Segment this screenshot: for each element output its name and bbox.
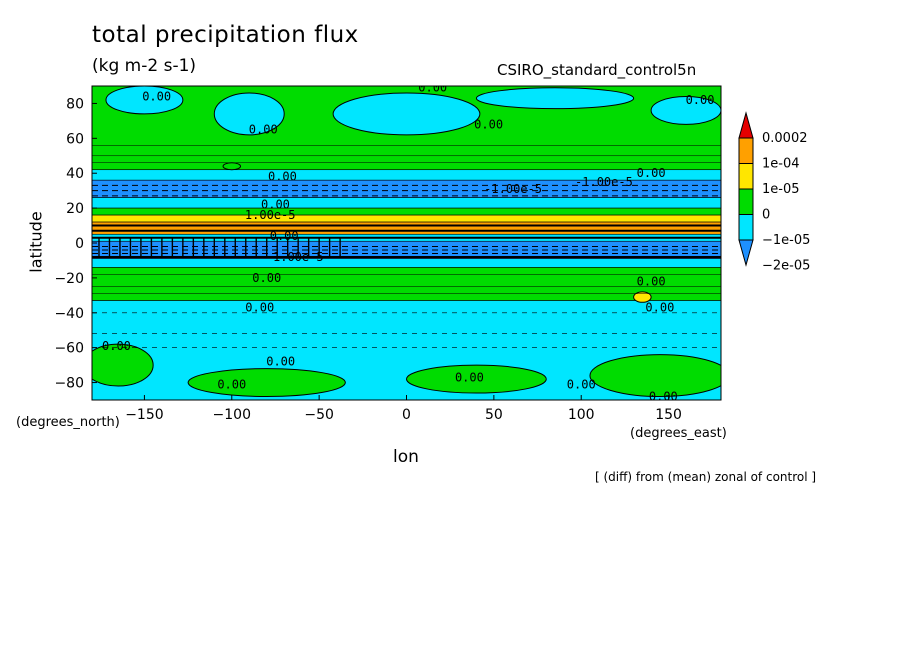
colorbar-label: −2e-05 — [762, 259, 810, 274]
y-tick-label: 60 — [66, 131, 84, 147]
contour-label: -1.00e-5 — [266, 250, 324, 264]
colorbar-label: 1e-04 — [762, 157, 800, 172]
contour-patch — [332, 92, 481, 136]
colorbar-swatch — [738, 137, 754, 164]
contour-label: 0.00 — [567, 377, 596, 391]
contour-patch — [406, 364, 547, 394]
contour-label: 0.00 — [217, 377, 246, 391]
x-tick-label: −150 — [125, 407, 163, 423]
contour-label: 0.00 — [266, 355, 295, 369]
contour-patch — [187, 368, 346, 398]
colorbar-label: 1e-05 — [762, 182, 800, 197]
zonal-band — [91, 197, 722, 209]
contour-label: -1.00e-5 — [575, 175, 633, 189]
contour-label: 0.00 — [245, 301, 274, 315]
colorbar-swatch — [738, 214, 754, 241]
x-tick-label: 100 — [568, 407, 595, 423]
y-tick-label: −80 — [54, 376, 84, 392]
contour-patch — [105, 86, 184, 115]
y-tick-label: 40 — [66, 166, 84, 182]
contour-label: 0.00 — [418, 81, 447, 95]
contour-label: 0.00 — [637, 274, 666, 288]
comparison-note: [ (diff) from (mean) zonal of control ] — [595, 470, 817, 484]
zonal-band — [91, 267, 722, 301]
x-tick-label: 150 — [655, 407, 682, 423]
zonal-band — [91, 214, 722, 223]
y-tick-label: −20 — [54, 271, 84, 287]
contour-patch — [589, 354, 721, 398]
contour-label: 0.00 — [645, 301, 674, 315]
contour-patch — [475, 87, 635, 110]
x-tick-label: 50 — [485, 407, 503, 423]
y-tick-label: −60 — [54, 341, 84, 357]
colorbar-label: 0 — [762, 208, 770, 223]
contour-label: 0.00 — [261, 198, 290, 212]
colorbar-label: −1e-05 — [762, 233, 810, 248]
contour-label: 0.00 — [102, 339, 131, 353]
contour-patch — [222, 162, 242, 171]
y-axis-unit: (degrees_north) — [16, 415, 120, 430]
colorbar-swatch — [738, 188, 754, 215]
zonal-band — [91, 258, 722, 268]
contour-patch — [633, 291, 652, 303]
zonal-band — [91, 207, 722, 216]
x-tick-label: −100 — [213, 407, 251, 423]
colorbar-swatch — [738, 111, 754, 139]
y-tick-label: 20 — [66, 201, 84, 217]
contour-label: 0.00 — [455, 370, 484, 384]
contour-label: 0.00 — [252, 271, 281, 285]
chart-title: total precipitation flux — [92, 22, 359, 48]
contour-label: 0.00 — [649, 390, 678, 404]
y-tick-label: 0 — [75, 236, 84, 252]
chart-units: (kg m-2 s-1) — [92, 56, 197, 76]
contour-patch — [92, 343, 154, 387]
x-axis-label: lon — [393, 447, 419, 467]
colorbar-swatch — [738, 239, 754, 267]
y-tick-label: 80 — [66, 96, 84, 112]
colorbar-swatch — [738, 163, 754, 190]
contour-patch — [213, 92, 285, 136]
colorbar-label: 0.0002 — [762, 131, 808, 146]
dataset-label: CSIRO_standard_control5n — [497, 61, 697, 79]
y-tick-label: −40 — [54, 306, 84, 322]
x-axis-unit: (degrees_east) — [630, 426, 727, 441]
zonal-band — [91, 221, 722, 235]
contour-label: 1.00e-5 — [245, 208, 296, 222]
contour-label: 0.00 — [686, 93, 715, 107]
x-tick-label: 0 — [402, 407, 411, 423]
contour-label: 0.00 — [270, 229, 299, 243]
contour-label: 0.00 — [637, 166, 666, 180]
contour-label: 0.00 — [142, 89, 171, 103]
contour-label: 0.00 — [474, 117, 503, 131]
x-tick-label: −50 — [304, 407, 334, 423]
contour-label: 0.00 — [249, 123, 278, 137]
contour-label: 0.00 — [268, 170, 297, 184]
contour-label: -1.00e-5 — [484, 182, 542, 196]
